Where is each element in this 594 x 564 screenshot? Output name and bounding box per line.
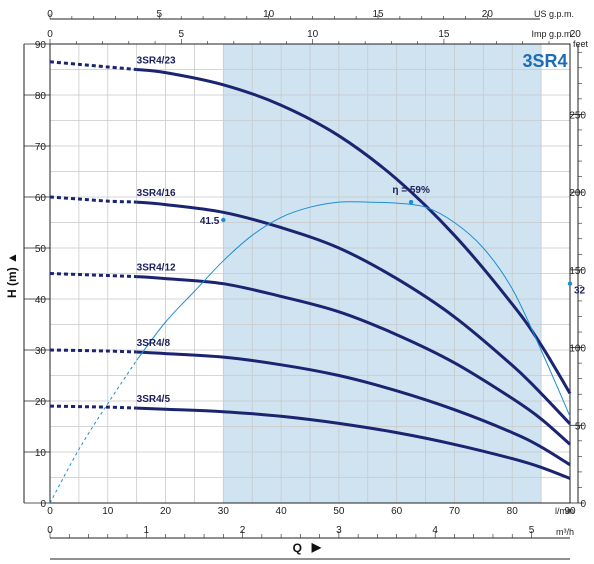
head-curve-dashed bbox=[49, 348, 137, 354]
series-label: 3SR4/23 bbox=[137, 56, 176, 67]
efficiency-annotation: η = 59% bbox=[392, 185, 430, 196]
efficiency-annotation: 41.5 bbox=[200, 216, 220, 227]
x-axis-title: Q bbox=[293, 541, 302, 555]
impgpm-tick-label: 15 bbox=[438, 29, 450, 40]
series-label: 3SR4/16 bbox=[137, 188, 176, 199]
feet-axis-label: feet bbox=[573, 39, 589, 49]
y-tick-label: 40 bbox=[35, 295, 47, 306]
m3h-tick-label: 2 bbox=[240, 525, 246, 536]
impgpm-tick-label: 10 bbox=[307, 29, 319, 40]
efficiency-marker bbox=[408, 199, 414, 205]
feet-tick-label: 150 bbox=[569, 266, 586, 277]
head-curve bbox=[136, 200, 572, 425]
efficiency-annotation: 32 bbox=[574, 286, 586, 297]
feet-tick-label: 200 bbox=[569, 188, 586, 199]
feet-tick-label: 250 bbox=[569, 110, 586, 121]
chart-title: 3SR4 bbox=[522, 51, 567, 71]
lmin-tick-label: 50 bbox=[333, 506, 345, 517]
m3h-tick-label: 4 bbox=[432, 525, 438, 536]
usgpm-tick-label: 10 bbox=[263, 9, 275, 20]
lmin-tick-label: 40 bbox=[276, 506, 288, 517]
lmin-tick-label: 70 bbox=[449, 506, 461, 517]
impgpm-tick-label: 20 bbox=[570, 29, 582, 40]
efficiency-marker bbox=[221, 217, 226, 223]
efficiency-curve bbox=[136, 201, 571, 417]
feet-tick-label: 0 bbox=[580, 499, 586, 510]
m3h-tick-label: 0 bbox=[47, 525, 53, 536]
lmin-tick-label: 0 bbox=[47, 506, 53, 517]
y-tick-label: 10 bbox=[35, 448, 47, 459]
efficiency-curve-dashed bbox=[49, 359, 138, 504]
impgpm-tick-label: 0 bbox=[47, 29, 53, 40]
feet-tick-label: 50 bbox=[575, 421, 587, 432]
series-label: 3SR4/8 bbox=[137, 338, 171, 349]
y-tick-label: 50 bbox=[35, 244, 47, 255]
impgpm-axis-label: Imp g.p.m. bbox=[531, 29, 574, 39]
y-tick-label: 30 bbox=[35, 346, 47, 357]
usgpm-tick-label: 5 bbox=[157, 9, 163, 20]
impgpm-tick-label: 5 bbox=[179, 29, 185, 40]
x-axis-arrow: ▶ bbox=[311, 540, 322, 554]
lmin-tick-label: 10 bbox=[102, 506, 114, 517]
lmin-tick-label: 80 bbox=[507, 506, 519, 517]
y-axis-title: H (m) ▲ bbox=[5, 252, 19, 298]
lmin-tick-label: 30 bbox=[218, 506, 230, 517]
head-curve-dashed bbox=[49, 272, 137, 279]
head-curve bbox=[136, 68, 572, 395]
lmin-tick-label: 60 bbox=[391, 506, 403, 517]
head-curve bbox=[136, 406, 571, 480]
usgpm-tick-label: 0 bbox=[47, 9, 53, 20]
head-curve bbox=[136, 350, 571, 467]
usgpm-axis-label: US g.p.m. bbox=[534, 9, 574, 19]
m3h-axis-label: m³/h bbox=[556, 527, 574, 537]
m3h-tick-label: 5 bbox=[529, 525, 535, 536]
head-curve-dashed bbox=[49, 60, 137, 71]
head-curve-dashed bbox=[49, 404, 137, 410]
efficiency-marker bbox=[567, 281, 573, 286]
y-tick-label: 90 bbox=[35, 40, 47, 51]
lmin-axis-label: l/min bbox=[555, 506, 574, 516]
y-tick-label: 20 bbox=[35, 397, 47, 408]
y-tick-label: 80 bbox=[35, 91, 47, 102]
m3h-tick-label: 1 bbox=[144, 525, 150, 536]
head-curve bbox=[136, 275, 572, 446]
lmin-tick-label: 20 bbox=[160, 506, 172, 517]
y-tick-label: 0 bbox=[40, 499, 46, 510]
lmin-tick-label: 90 bbox=[564, 506, 576, 517]
usgpm-tick-label: 20 bbox=[482, 9, 494, 20]
series-label: 3SR4/5 bbox=[137, 394, 171, 405]
m3h-tick-label: 3 bbox=[336, 525, 342, 536]
y-tick-label: 70 bbox=[35, 142, 47, 153]
head-curve-dashed bbox=[49, 195, 137, 204]
series-label: 3SR4/12 bbox=[137, 263, 176, 274]
usgpm-tick-label: 15 bbox=[372, 9, 384, 20]
y-tick-label: 60 bbox=[35, 193, 47, 204]
feet-tick-label: 100 bbox=[569, 344, 586, 355]
